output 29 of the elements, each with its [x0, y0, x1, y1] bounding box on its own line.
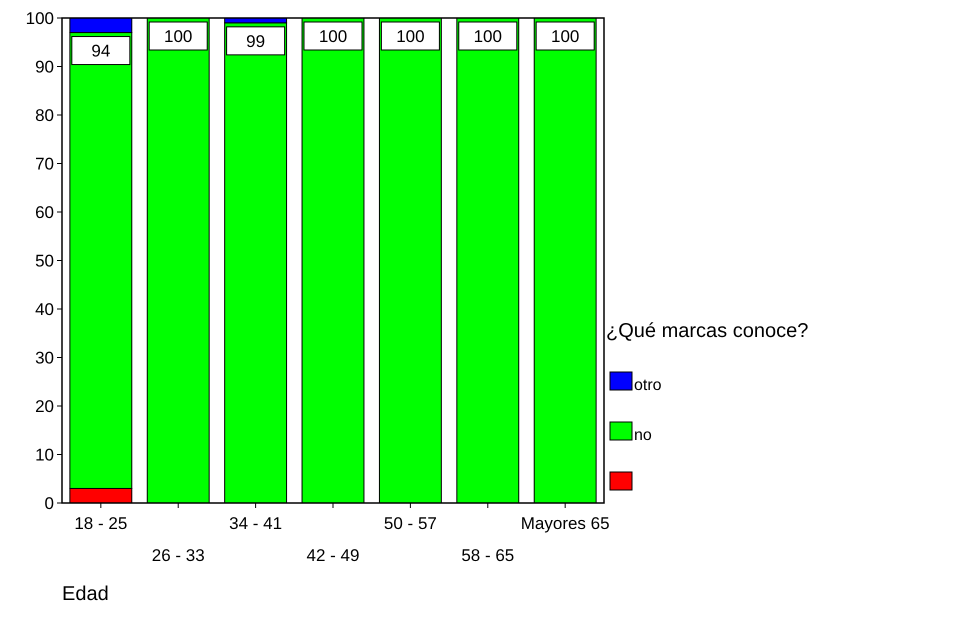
- data-label: 100: [550, 27, 580, 46]
- y-tick-label: 90: [35, 58, 54, 76]
- x-tick-label: Mayores 65: [520, 514, 610, 533]
- data-label: 100: [474, 27, 502, 46]
- y-tick-label: 0: [44, 494, 54, 513]
- x-tick-label: 50 - 57: [384, 514, 437, 533]
- data-label: 100: [396, 27, 425, 46]
- y-tick-label: 10: [35, 446, 54, 464]
- y-tick-label: 80: [35, 106, 54, 125]
- y-tick-label: 60: [35, 203, 54, 222]
- legend-label: no: [634, 427, 652, 444]
- y-tick-label: 100: [26, 9, 54, 28]
- data-label: 94: [91, 42, 110, 61]
- x-tick-label: 34 - 41: [229, 514, 282, 533]
- x-axis-title: Edad: [62, 583, 109, 605]
- data-label: 100: [318, 27, 348, 46]
- x-tick-label: 18 - 25: [74, 514, 128, 533]
- x-tick-label: 26 - 33: [152, 546, 205, 565]
- y-tick-label: 50: [35, 252, 54, 270]
- data-label: 100: [164, 27, 192, 46]
- legend-label: otro: [634, 377, 662, 394]
- y-tick-label: 30: [35, 348, 54, 368]
- x-tick-label: 58 - 65: [461, 546, 514, 565]
- legend-title: ¿Qué marcas conoce?: [606, 320, 808, 342]
- x-tick-label: 42 - 49: [306, 546, 360, 565]
- y-tick-label: 40: [35, 300, 54, 319]
- y-tick-label: 70: [35, 154, 54, 174]
- data-label: 99: [246, 32, 266, 51]
- y-tick-label: 20: [35, 397, 54, 416]
